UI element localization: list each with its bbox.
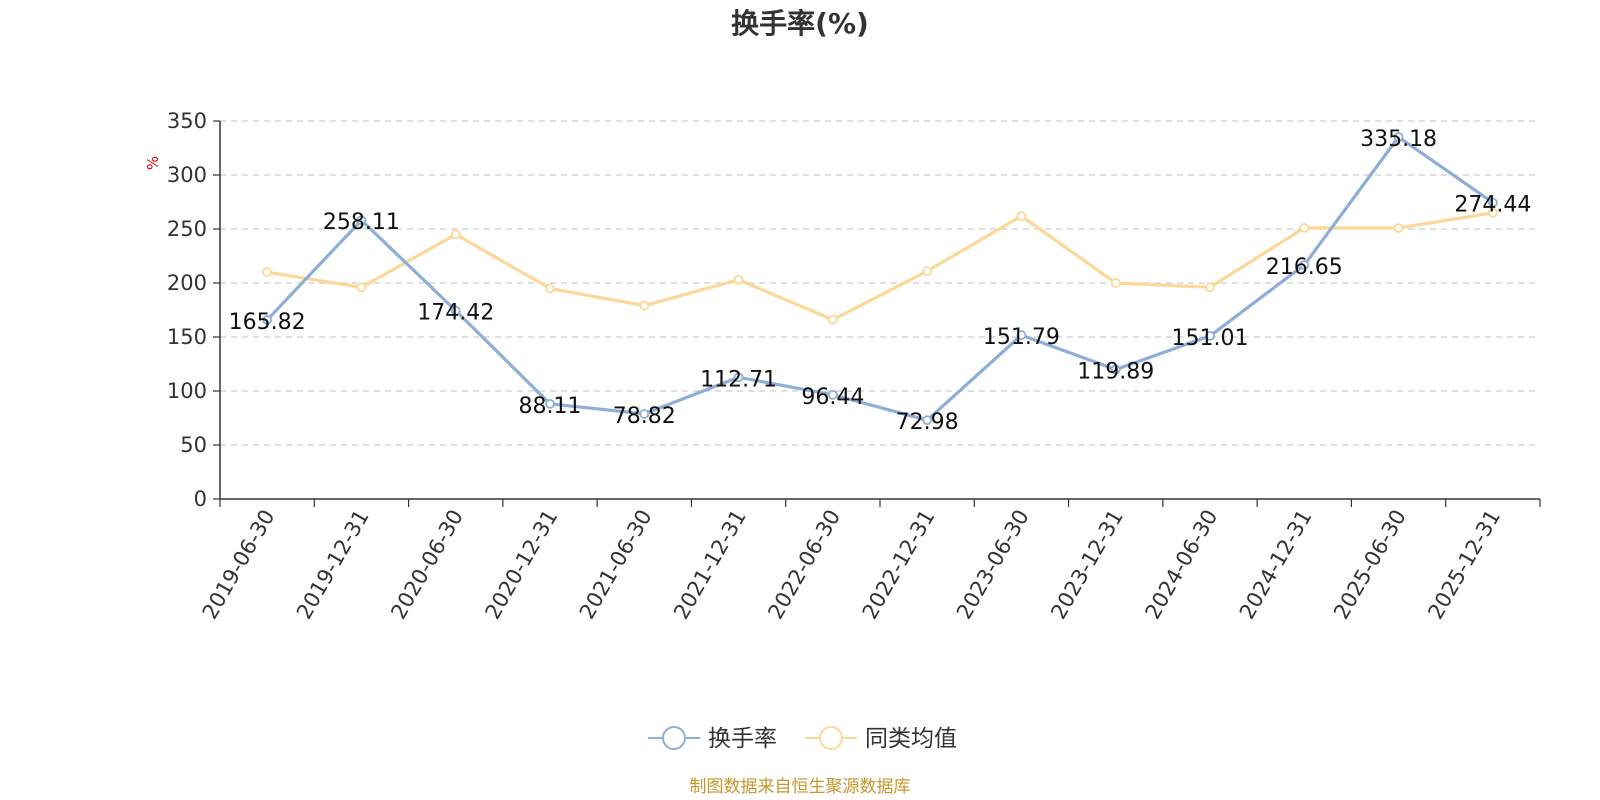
x-tick-label: 2019-12-31 xyxy=(292,506,374,624)
data-point-0 xyxy=(1110,364,1121,375)
data-point-1 xyxy=(1393,223,1404,233)
data-point-1 xyxy=(356,282,367,293)
data-labels: 165.82 258.11 174.42 88.11 78.82 112.71 96.44 7… xyxy=(229,127,1532,435)
data-point-0 xyxy=(1016,330,1027,340)
data-point-0 xyxy=(733,372,744,383)
series-lines xyxy=(262,132,1498,426)
legend-marker-icon xyxy=(819,726,843,750)
y-tick-label: 100 xyxy=(167,379,207,403)
series-line-0 xyxy=(265,135,1495,422)
y-tick-label: 300 xyxy=(167,163,207,187)
data-label: 119.89 xyxy=(1077,360,1154,385)
data-point-1 xyxy=(827,314,838,325)
data-point-1 xyxy=(1487,207,1498,218)
data-label: 335.18 xyxy=(1360,127,1437,152)
y-tick-label: 250 xyxy=(167,217,207,241)
data-point-0 xyxy=(639,408,650,419)
legend-item-0[interactable]: 换手率 xyxy=(648,726,777,752)
x-tick-label: 2023-06-30 xyxy=(952,506,1034,624)
axes: 0 50 100 150 200 250 300 350 2019-06-30 2019-12-3… xyxy=(167,109,1541,624)
series-line-1 xyxy=(265,211,1495,322)
data-point-1 xyxy=(639,300,650,311)
data-point-1 xyxy=(1110,278,1121,288)
data-label: 165.82 xyxy=(229,310,306,335)
data-point-0 xyxy=(1487,197,1498,208)
x-tick-label: 2021-12-31 xyxy=(669,506,751,624)
data-point-1 xyxy=(262,267,273,278)
data-label: 174.42 xyxy=(417,301,494,326)
legend[interactable]: 换手率 同类均值 xyxy=(648,726,957,752)
legend-label: 换手率 xyxy=(708,726,777,752)
data-point-1 xyxy=(1016,211,1027,221)
data-label: 72.98 xyxy=(896,410,959,435)
x-tick-label: 2020-06-30 xyxy=(386,506,468,624)
grid-lines xyxy=(220,120,1540,446)
data-point-1 xyxy=(1299,223,1310,233)
data-point-0 xyxy=(1299,260,1310,270)
data-point-0 xyxy=(450,305,461,316)
data-label: 258.11 xyxy=(323,210,400,235)
x-tick-label: 2019-06-30 xyxy=(198,506,280,624)
data-source-note: 制图数据来自恒生聚源数据库 xyxy=(690,777,911,797)
chart-title: 换手率(%) xyxy=(731,7,869,40)
data-point-0 xyxy=(922,415,933,426)
data-point-1 xyxy=(1205,282,1215,293)
y-axis-unit-label: % xyxy=(144,156,162,170)
data-point-1 xyxy=(733,274,744,285)
data-point-0 xyxy=(1393,132,1404,142)
data-label: 151.79 xyxy=(983,325,1060,350)
y-tick-label: 50 xyxy=(180,433,207,457)
x-tick-label: 2024-12-31 xyxy=(1235,506,1317,624)
data-point-0 xyxy=(545,398,555,409)
data-point-0 xyxy=(356,215,367,226)
y-tick-label: 350 xyxy=(167,109,207,133)
data-point-0 xyxy=(1205,331,1215,341)
data-point-0 xyxy=(827,389,838,400)
legend-label: 同类均值 xyxy=(865,726,957,752)
x-tick-label: 2024-06-30 xyxy=(1141,506,1223,624)
x-tick-label: 2022-12-31 xyxy=(858,506,940,624)
data-point-1 xyxy=(545,283,555,294)
data-label: 96.44 xyxy=(801,385,864,410)
x-tick-label: 2022-06-30 xyxy=(763,506,845,624)
x-tick-label: 2021-06-30 xyxy=(575,506,657,624)
data-label: 88.11 xyxy=(519,394,582,419)
x-tick-label: 2025-12-31 xyxy=(1423,506,1505,624)
data-point-1 xyxy=(450,229,461,240)
legend-item-1[interactable]: 同类均值 xyxy=(805,726,957,752)
y-tick-label: 150 xyxy=(167,325,207,349)
data-label: 112.71 xyxy=(700,367,777,392)
x-tick-label: 2025-06-30 xyxy=(1329,506,1411,624)
y-tick-label: 200 xyxy=(167,271,207,295)
data-label: 78.82 xyxy=(613,404,676,429)
data-label: 151.01 xyxy=(1172,326,1249,351)
x-tick-label: 2023-12-31 xyxy=(1046,506,1128,624)
data-label: 274.44 xyxy=(1454,193,1531,218)
legend-marker-icon xyxy=(662,726,686,750)
data-point-0 xyxy=(262,315,273,325)
data-point-1 xyxy=(922,266,933,277)
y-tick-label: 0 xyxy=(194,487,207,511)
data-label: 216.65 xyxy=(1266,255,1343,280)
x-tick-label: 2020-12-31 xyxy=(481,506,563,624)
